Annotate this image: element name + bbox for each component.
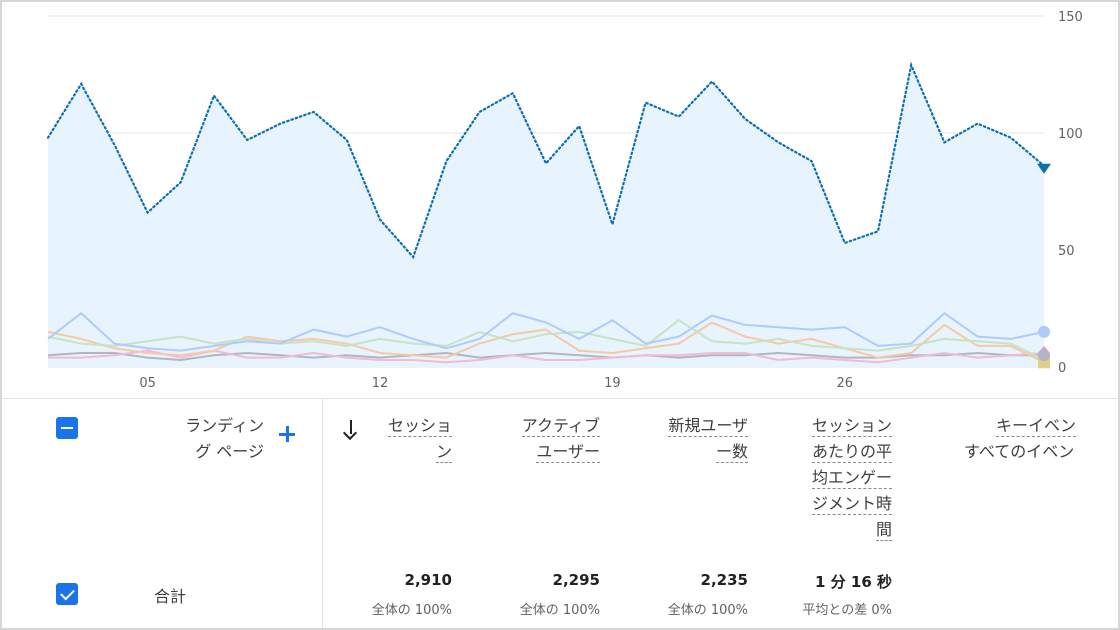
- x-axis-ticks: 05 12 19 26: [139, 376, 853, 391]
- minus-icon: [61, 427, 73, 429]
- total-avg-engagement-value: 1 分 16 秒: [815, 573, 892, 591]
- series-line: [47, 319, 1045, 361]
- series-end-marker: [1037, 163, 1051, 174]
- series-line: [47, 312, 1045, 352]
- arrow-down-icon[interactable]: [342, 419, 359, 441]
- column-header-new-users[interactable]: 新規ユーザ ー数: [668, 416, 748, 463]
- y-tick-label: 0: [1058, 361, 1066, 376]
- y-axis-ticks: 150 100 50 0: [1058, 10, 1083, 376]
- x-tick-label: 26: [837, 376, 854, 391]
- total-new-users-value: 2,235: [700, 571, 748, 589]
- data-table: ランディン グ ページ セッショ ン アクティブ ユーザー 新規ユーザ ー数 セ…: [2, 398, 1118, 628]
- series-end-marker: [1038, 349, 1050, 362]
- y-tick-label: 50: [1058, 244, 1075, 259]
- chart-series-lines: [46, 61, 1046, 364]
- x-tick-label: 05: [139, 376, 156, 391]
- total-active-users-value: 2,295: [552, 571, 600, 589]
- dimension-header-landing-page[interactable]: ランディン グ ページ: [185, 416, 264, 461]
- column-header-active-users[interactable]: アクティブ ユーザー: [521, 416, 600, 463]
- sessions-area: [48, 65, 1044, 367]
- select-all-checkbox[interactable]: [56, 417, 78, 439]
- column-divider: [322, 399, 323, 628]
- series-line: [47, 321, 1045, 364]
- y-tick-label: 150: [1058, 10, 1083, 25]
- series-end-marker: [1038, 325, 1050, 338]
- chart-end-markers: [1037, 163, 1051, 369]
- chart-area-fill: [48, 65, 1044, 367]
- line-chart: 150 100 50 0 05 12 19 26: [46, 10, 1083, 391]
- total-active-users-share: 全体の 100%: [519, 603, 600, 618]
- total-sessions-share: 全体の 100%: [371, 603, 452, 618]
- total-row-checkbox[interactable]: [56, 583, 78, 605]
- x-tick-label: 19: [604, 376, 621, 391]
- total-new-users-share: 全体の 100%: [667, 603, 748, 618]
- column-header-avg-engagement-time[interactable]: セッション あたりの平 均エンゲー ジメント時 間: [811, 416, 892, 541]
- total-sessions-value: 2,910: [404, 571, 452, 589]
- column-header-sessions[interactable]: セッショ ン: [387, 416, 452, 463]
- plus-icon[interactable]: [278, 425, 296, 443]
- total-avg-engagement-diff: 平均との差 0%: [802, 603, 892, 618]
- y-tick-label: 100: [1058, 127, 1083, 142]
- total-row-label: 合計: [154, 587, 187, 606]
- x-tick-label: 12: [372, 376, 389, 391]
- sessions-line: [46, 61, 1046, 260]
- column-header-key-events[interactable]: キーイベン すべてのイベン: [964, 416, 1077, 461]
- checkmark-icon: [59, 585, 75, 600]
